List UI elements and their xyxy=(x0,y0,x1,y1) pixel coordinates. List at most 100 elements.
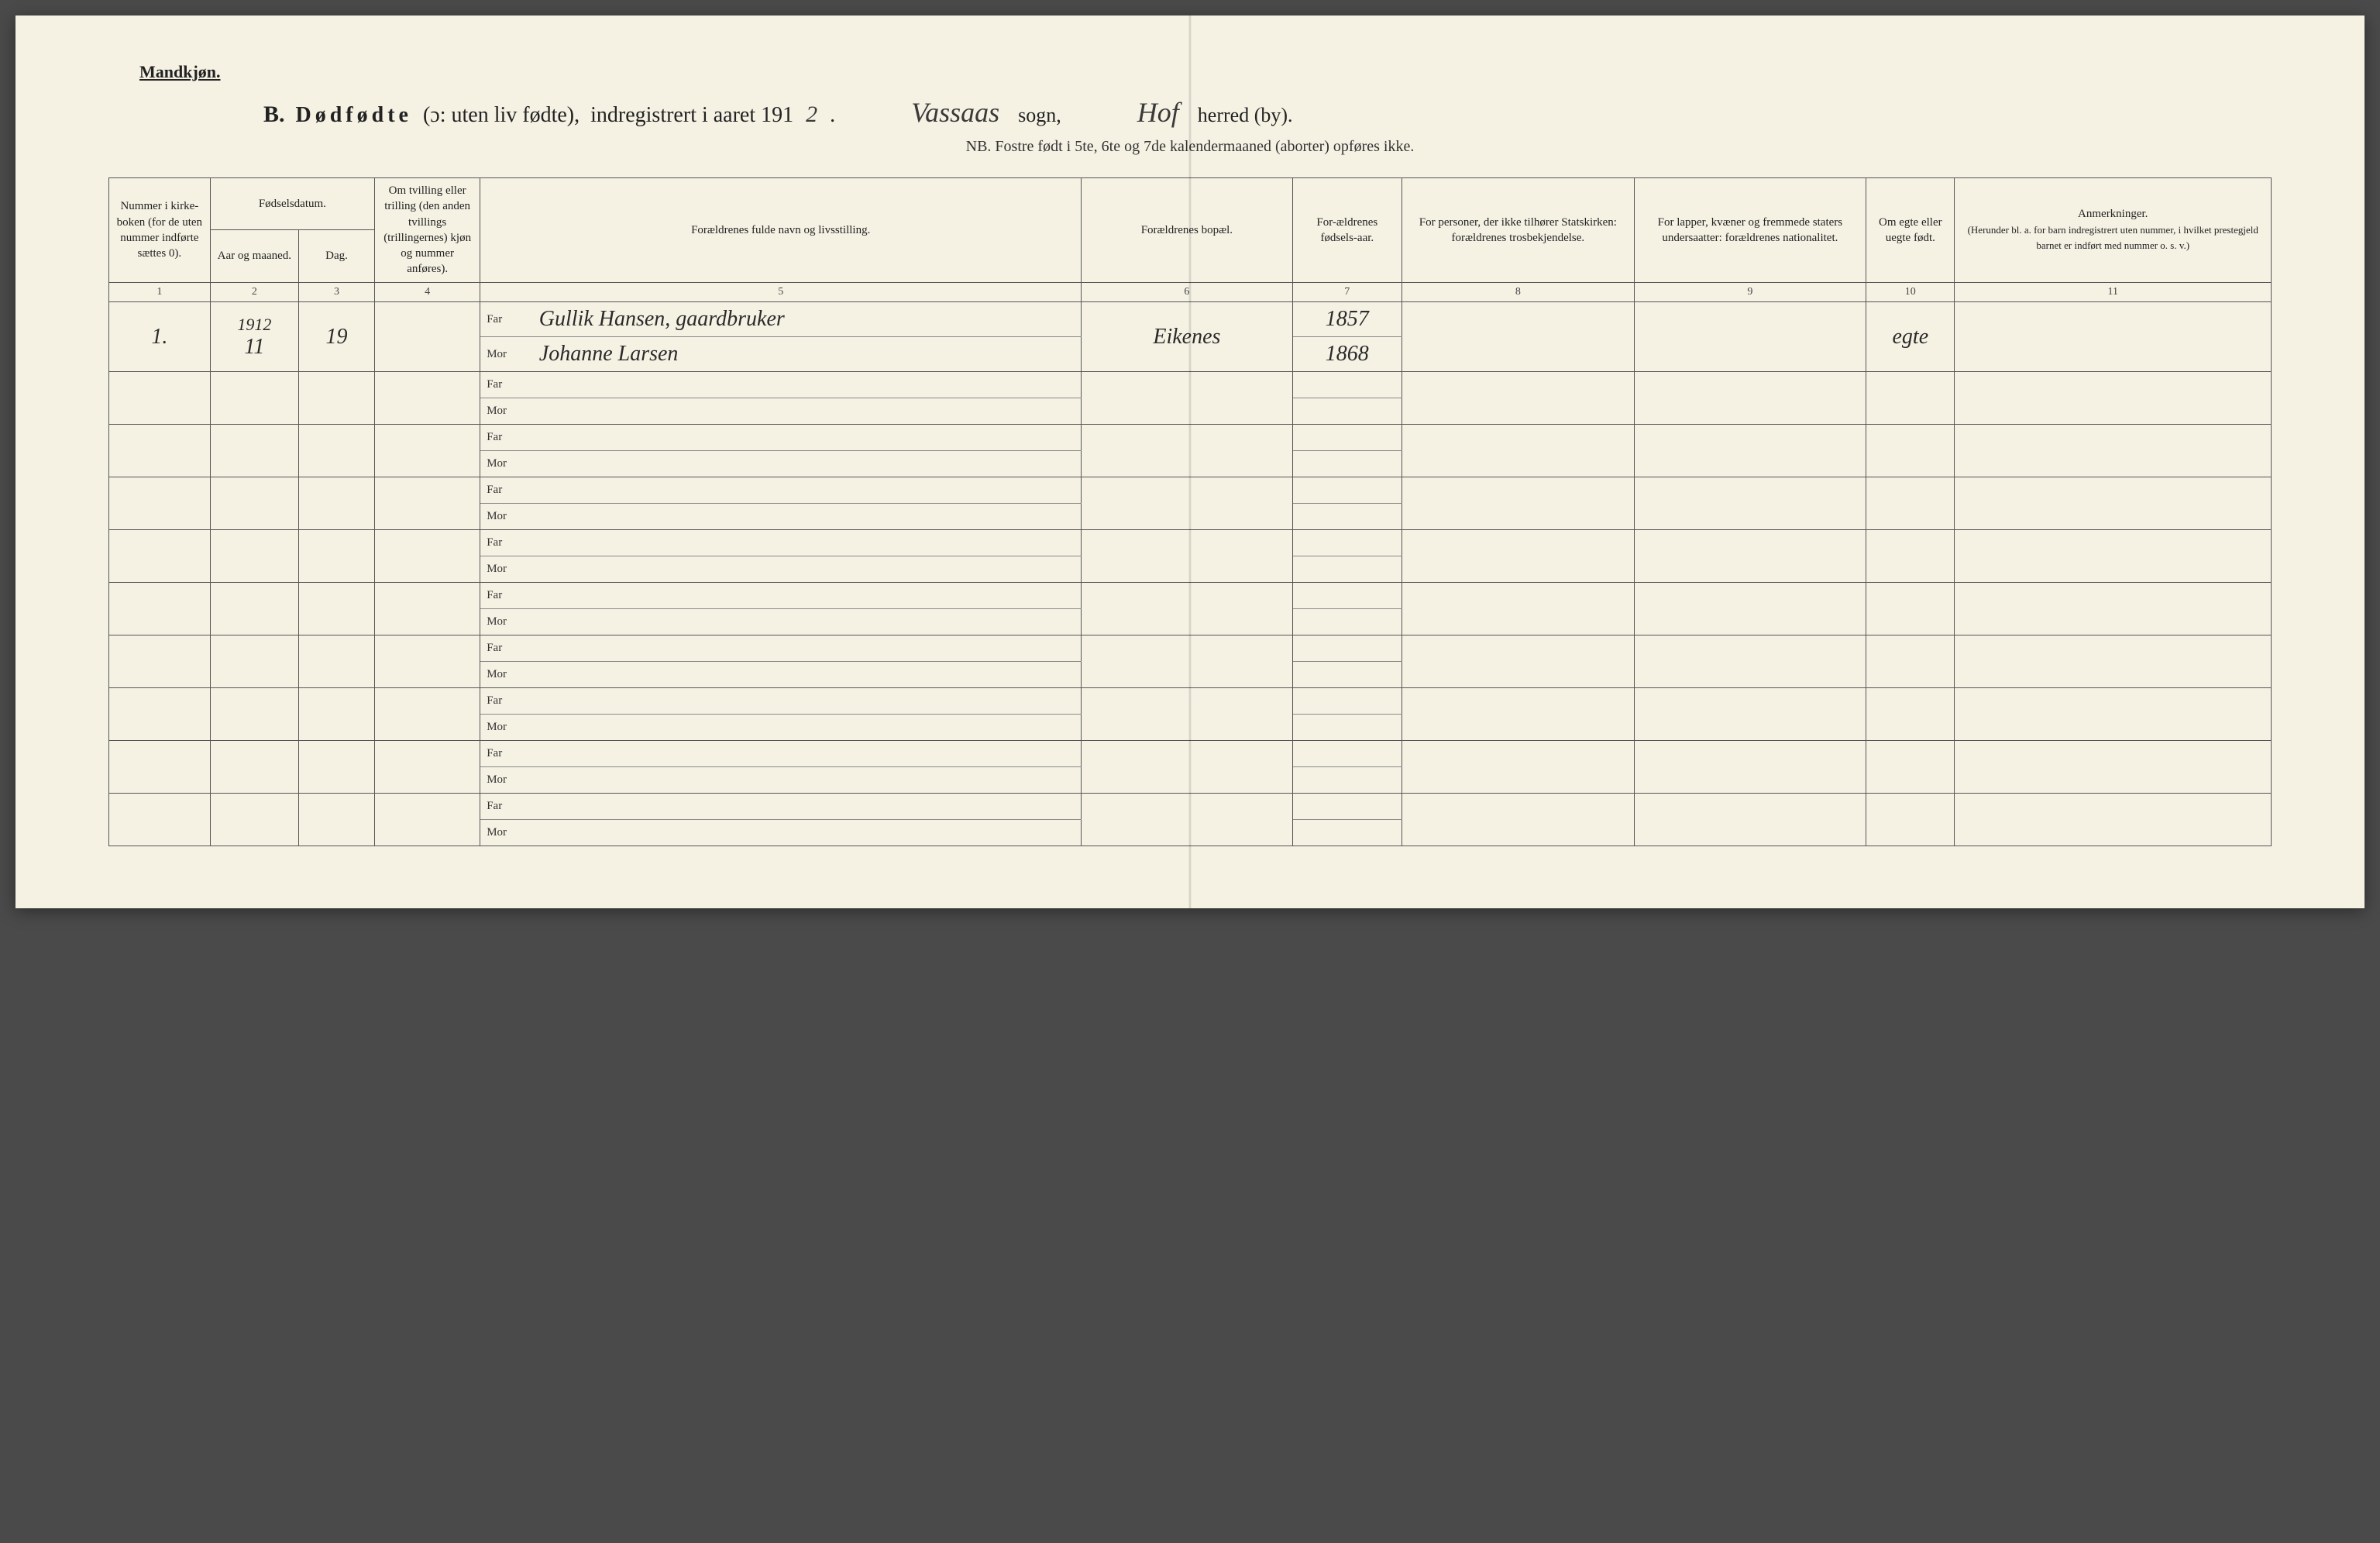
cell-tvilling xyxy=(375,530,480,583)
cell-mor-aar xyxy=(1292,820,1402,846)
label-far: Far xyxy=(480,425,533,451)
label-far: Far xyxy=(480,635,533,662)
cell-far-navn xyxy=(533,794,1082,820)
cell-far-navn xyxy=(533,583,1082,609)
cell-nummer xyxy=(109,477,211,530)
label-far: Far xyxy=(480,794,533,820)
cell-aar-maaned xyxy=(210,583,298,635)
cell-tvilling xyxy=(375,372,480,425)
cell-bopael xyxy=(1082,372,1292,425)
cell-nat xyxy=(1634,794,1866,846)
col-header-dag: Dag. xyxy=(299,230,375,282)
cell-anm xyxy=(1955,372,2272,425)
cell-mor-aar xyxy=(1292,504,1402,530)
table-row: Far xyxy=(109,794,2272,820)
cell-aar-maaned: 191211 xyxy=(210,302,298,372)
cell-dag xyxy=(299,583,375,635)
cell-dag xyxy=(299,794,375,846)
cell-anm xyxy=(1955,477,2272,530)
cell-far-navn: Gullik Hansen, gaardbruker xyxy=(533,302,1082,337)
cell-mor-navn xyxy=(533,504,1082,530)
cell-mor-navn xyxy=(533,398,1082,425)
table-row: Far xyxy=(109,741,2272,767)
cell-dag xyxy=(299,425,375,477)
cell-dag xyxy=(299,688,375,741)
cell-nummer xyxy=(109,794,211,846)
ledger-page: Mandkjøn. B. Dødfødte (ɔ: uten liv fødte… xyxy=(15,15,2365,908)
cell-tros xyxy=(1402,635,1635,688)
cell-nummer xyxy=(109,372,211,425)
cell-far-aar: 1857 xyxy=(1292,302,1402,337)
cell-mor-navn xyxy=(533,820,1082,846)
label-mor: Mor xyxy=(480,662,533,688)
cell-bopael xyxy=(1082,794,1292,846)
cell-nat xyxy=(1634,583,1866,635)
cell-dag xyxy=(299,372,375,425)
cell-nummer: 1. xyxy=(109,302,211,372)
ledger-table: Nummer i kirke-boken (for de uten nummer… xyxy=(108,177,2272,846)
table-row: Far xyxy=(109,477,2272,504)
cell-nat xyxy=(1634,425,1866,477)
herred-handwritten: Hof xyxy=(1130,96,1187,129)
cell-nummer xyxy=(109,530,211,583)
cell-far-navn xyxy=(533,688,1082,715)
cell-far-aar xyxy=(1292,425,1402,451)
cell-far-aar xyxy=(1292,477,1402,504)
label-far: Far xyxy=(480,477,533,504)
cell-aar-maaned xyxy=(210,688,298,741)
cell-dag: 19 xyxy=(299,302,375,372)
cell-far-navn xyxy=(533,477,1082,504)
cell-aar-maaned xyxy=(210,477,298,530)
label-mor: Mor xyxy=(480,337,533,372)
subtitle-note: NB. Fostre født i 5te, 6te og 7de kalend… xyxy=(108,138,2272,156)
cell-tvilling xyxy=(375,302,480,372)
cell-mor-aar xyxy=(1292,767,1402,794)
cell-nummer xyxy=(109,688,211,741)
cell-far-navn xyxy=(533,530,1082,556)
colnum-6: 6 xyxy=(1082,282,1292,302)
col-header-egte: Om egte eller uegte født. xyxy=(1866,178,1955,283)
col-header-nummer: Nummer i kirke-boken (for de uten nummer… xyxy=(109,178,211,283)
cell-anm xyxy=(1955,302,2272,372)
col-header-foraeldre-navn: Forældrenes fulde navn og livsstilling. xyxy=(480,178,1082,283)
label-mor: Mor xyxy=(480,820,533,846)
herred-label: herred (by). xyxy=(1198,104,1293,127)
cell-tros xyxy=(1402,425,1635,477)
cell-tvilling xyxy=(375,688,480,741)
table-head: Nummer i kirke-boken (for de uten nummer… xyxy=(109,178,2272,302)
label-far: Far xyxy=(480,688,533,715)
cell-far-aar xyxy=(1292,530,1402,556)
title-main: Dødfødte xyxy=(296,103,412,128)
cell-mor-aar: 1868 xyxy=(1292,337,1402,372)
cell-bopael xyxy=(1082,583,1292,635)
col-header-tvilling: Om tvilling eller trilling (den anden tv… xyxy=(375,178,480,283)
cell-far-navn xyxy=(533,425,1082,451)
gender-heading: Mandkjøn. xyxy=(139,62,2272,82)
sogn-handwritten: Vassaas xyxy=(903,96,1007,129)
cell-mor-navn xyxy=(533,715,1082,741)
colnum-7: 7 xyxy=(1292,282,1402,302)
cell-far-navn xyxy=(533,635,1082,662)
cell-tvilling xyxy=(375,583,480,635)
cell-bopael xyxy=(1082,635,1292,688)
cell-mor-navn: Johanne Larsen xyxy=(533,337,1082,372)
cell-bopael xyxy=(1082,530,1292,583)
label-far: Far xyxy=(480,530,533,556)
colnum-11: 11 xyxy=(1955,282,2272,302)
table-row: Far xyxy=(109,372,2272,398)
cell-far-aar xyxy=(1292,741,1402,767)
cell-tros xyxy=(1402,530,1635,583)
cell-nat xyxy=(1634,372,1866,425)
title-prefix: B. xyxy=(263,102,285,128)
cell-egte xyxy=(1866,530,1955,583)
cell-far-aar xyxy=(1292,688,1402,715)
table-row: Far xyxy=(109,635,2272,662)
sogn-label: sogn, xyxy=(1018,104,1061,127)
cell-tvilling xyxy=(375,741,480,794)
cell-mor-navn xyxy=(533,662,1082,688)
cell-bopael: Eikenes xyxy=(1082,302,1292,372)
cell-dag xyxy=(299,635,375,688)
cell-egte xyxy=(1866,688,1955,741)
title-indreg: indregistrert i aaret 191 xyxy=(590,103,793,128)
cell-far-aar xyxy=(1292,635,1402,662)
